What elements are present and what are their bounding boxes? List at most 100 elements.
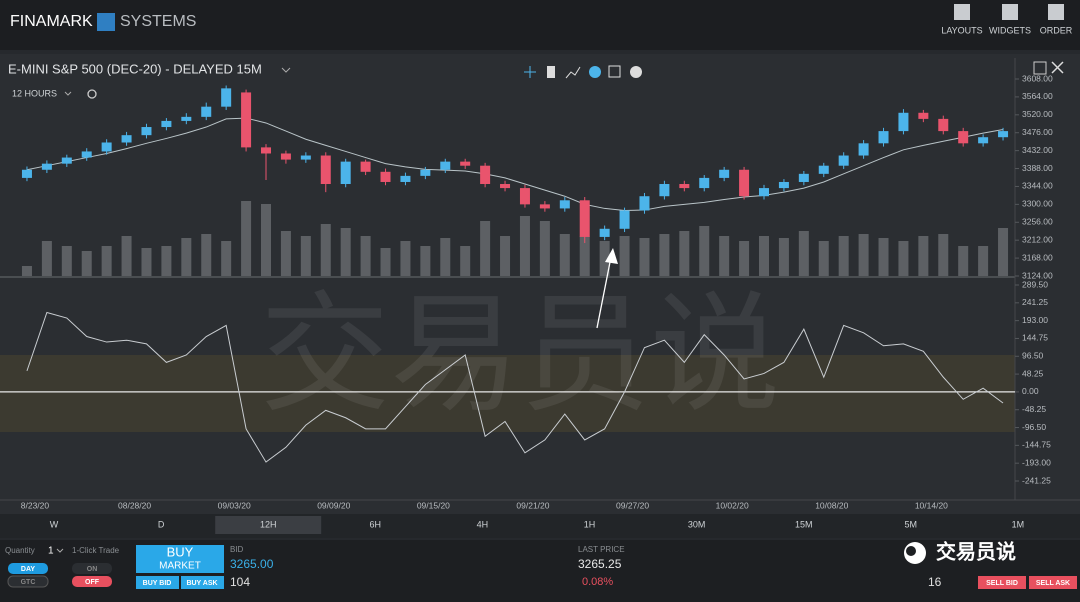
volume-bar — [181, 238, 192, 276]
interval[interactable]: 12 HOURS — [12, 88, 57, 98]
buy-ask-button[interactable] — [181, 576, 224, 589]
volume-bar — [500, 236, 511, 276]
on-button[interactable] — [72, 563, 112, 574]
logo — [97, 13, 115, 31]
volume-bar — [121, 236, 132, 276]
buy-ask-label: BUY ASK — [186, 580, 217, 587]
x-tick-label: 10/08/20 — [815, 500, 848, 510]
volume-bar — [719, 236, 730, 276]
x-tick-label: 09/27/20 — [616, 500, 649, 510]
volume-bar — [241, 201, 252, 276]
oscillator-band — [0, 355, 1015, 432]
dropdown-icon[interactable] — [64, 91, 72, 96]
candle-body — [778, 181, 789, 189]
sell-ask-button[interactable] — [1029, 576, 1077, 589]
watermark: 交易员说 — [260, 281, 780, 427]
quantity[interactable]: 1 — [48, 546, 54, 557]
sell-bid-button[interactable] — [978, 576, 1026, 589]
volume-bar — [460, 246, 471, 276]
y-tick-label: 3168.00 — [1022, 252, 1053, 262]
timeframe-button[interactable]: D — [158, 519, 165, 529]
oscillator-line — [26, 311, 1004, 463]
candle-body — [101, 142, 112, 152]
y-tick-label: -241.25 — [1022, 475, 1051, 485]
volume-bar — [898, 241, 909, 276]
x-tick-label: 10/02/20 — [716, 500, 749, 510]
panel-title[interactable]: E-MINI S&P 500 (DEC-20) - DELAYED 15M — [8, 61, 262, 76]
timeframe-button[interactable]: 4H — [477, 519, 489, 529]
candle-body — [181, 116, 192, 121]
header-icon[interactable] — [1048, 4, 1064, 20]
volume-bar — [778, 238, 789, 276]
y-tick-label: 3608.00 — [1022, 73, 1053, 83]
plot: 3608.00 3564.00 3520.00 3476.00 3432.00 3388.… — [0, 73, 1053, 510]
volume-bar — [41, 241, 52, 276]
header-button-label[interactable]: ORDER — [1040, 25, 1073, 35]
annotation-arrow — [596, 251, 613, 329]
volume-bar — [679, 231, 690, 276]
candle-body — [360, 161, 371, 172]
timeframe-button[interactable]: W — [50, 519, 59, 529]
candle-body — [300, 155, 311, 160]
buy-bid-button[interactable] — [136, 576, 179, 589]
gtc-button[interactable] — [7, 575, 49, 588]
candle-body — [400, 175, 411, 182]
day-button[interactable] — [8, 563, 48, 574]
candle-body — [898, 112, 909, 132]
timeframe-button[interactable]: 30M — [688, 519, 706, 529]
candle-body — [21, 169, 32, 178]
volume-bar — [639, 238, 650, 276]
candle-body — [978, 137, 989, 144]
header-button-label[interactable]: WIDGETS — [989, 25, 1031, 35]
y-tick-label: -48.25 — [1022, 404, 1046, 414]
timeframe-button[interactable]: 12H — [260, 519, 277, 529]
header-button-label[interactable]: LAYOUTS — [941, 25, 982, 35]
candle-body — [280, 153, 291, 160]
crosshair-icon[interactable] — [524, 66, 536, 78]
header-icon[interactable] — [954, 4, 970, 20]
timeframe-active — [215, 516, 322, 534]
x-tick-label: 09/09/20 — [317, 500, 350, 510]
y-tick-label: -96.50 — [1022, 422, 1046, 432]
y-tick-label: 3388.00 — [1022, 163, 1053, 173]
candle-body — [759, 188, 769, 197]
calendar-icon[interactable] — [608, 65, 621, 78]
volume-bar — [340, 228, 351, 276]
header-icon[interactable] — [1002, 4, 1018, 20]
candle-body — [599, 228, 610, 237]
candle-body — [818, 165, 829, 174]
marker-icon[interactable] — [547, 66, 555, 78]
volume-bar — [519, 216, 530, 276]
maximize-icon[interactable] — [1033, 61, 1047, 75]
settings-icon[interactable] — [630, 66, 642, 78]
timeframe-button[interactable]: 15M — [795, 519, 813, 529]
candle-body — [201, 106, 212, 117]
market-label: MARKET — [159, 561, 201, 572]
dropdown-icon[interactable] — [56, 548, 64, 553]
timeframe-button[interactable]: 6H — [370, 519, 382, 529]
dropdown-icon[interactable] — [281, 67, 291, 73]
off-button[interactable] — [72, 576, 112, 587]
candle-body — [241, 92, 252, 148]
candle-body — [838, 155, 849, 166]
on-label: ON — [87, 566, 98, 573]
timeframe-button[interactable]: 5M — [905, 519, 918, 529]
candle-body — [559, 200, 570, 209]
buy-market-button[interactable] — [136, 545, 224, 573]
candle-body — [639, 196, 650, 211]
one-click-label: 1-Click Trade — [72, 546, 120, 555]
volume-bar — [759, 236, 769, 276]
wechat-watermark: 交易员说 — [936, 539, 1016, 563]
study-icon[interactable] — [565, 66, 581, 79]
refresh-icon[interactable] — [87, 89, 97, 99]
x-tick-label: 10/14/20 — [915, 500, 948, 510]
timeframe-button[interactable]: 1M — [1012, 519, 1025, 529]
volume-bar — [280, 231, 291, 276]
brand-suffix: SYSTEMS — [120, 13, 196, 30]
close-icon[interactable] — [1051, 61, 1064, 74]
layers-icon[interactable] — [589, 66, 601, 78]
last-price-label: LAST PRICE — [578, 545, 625, 554]
volume-bar — [978, 246, 989, 276]
timeframe-button[interactable]: 1H — [584, 519, 596, 529]
volume-bar — [539, 221, 550, 276]
